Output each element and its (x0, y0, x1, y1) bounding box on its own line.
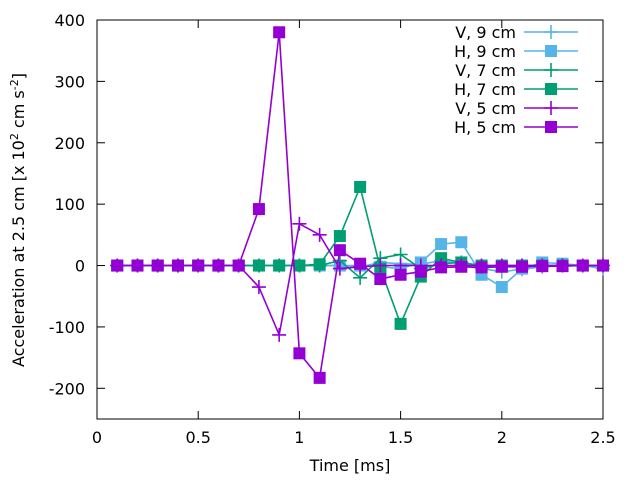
data-point-v-5-cm (272, 327, 287, 342)
plot-frame (96, 19, 604, 420)
legend-entry-v-5-cm: V, 5 cm (455, 99, 578, 118)
y-axis-label-superscript-1: 2 (8, 133, 21, 140)
y-tick-label: 300 (54, 72, 85, 91)
x-tick-label: 0 (92, 428, 102, 447)
legend-entry-v-9-cm: V, 9 cm (455, 23, 578, 42)
legend-label: H, 7 cm (454, 80, 516, 99)
data-point-h-5-cm (293, 347, 306, 360)
x-tick-label: 2.5 (590, 428, 615, 447)
data-point-h-5-cm (394, 268, 407, 281)
data-point-h-5-cm (556, 260, 569, 273)
data-point-h-5-cm (171, 259, 184, 272)
data-point-h-5-cm (232, 259, 245, 272)
legend: V, 9 cmH, 9 cmV, 7 cmH, 7 cmV, 5 cmH, 5 … (454, 23, 578, 137)
series-h-7-cm (111, 180, 609, 330)
data-point-h-9-cm (495, 281, 508, 294)
data-point-h-7-cm (273, 259, 286, 272)
legend-label: H, 9 cm (454, 42, 516, 61)
data-point-v-5-cm (251, 280, 266, 295)
legend-marker (544, 25, 558, 39)
y-tick-label: 100 (54, 195, 85, 214)
x-axis-label: Time [ms] (309, 456, 391, 475)
data-point-h-7-cm (313, 258, 326, 271)
axis-ticks-group: 0 0.5 1 1.5 2 2.5 400 300 200 100 0 -100 -200 (49, 11, 616, 447)
data-point-v-5-cm (292, 216, 307, 231)
legend-entry-h-5-cm: H, 5 cm (454, 118, 578, 137)
x-tick-label: 1.5 (388, 428, 413, 447)
data-point-h-5-cm (516, 260, 529, 273)
data-point-h-5-cm (252, 203, 265, 216)
legend-label: V, 5 cm (455, 99, 516, 118)
legend-label: V, 9 cm (455, 23, 516, 42)
y-axis-label: Acceleration at 2.5 cm [x 102 cm s-2] (8, 73, 28, 367)
data-point-h-5-cm (536, 260, 549, 273)
y-axis-label-middle: cm s (9, 90, 28, 133)
legend-marker (544, 101, 558, 115)
data-point-h-7-cm (394, 317, 407, 330)
data-point-h-9-cm (455, 236, 468, 249)
series-line-h-7-cm (117, 184, 603, 327)
data-point-h-5-cm (192, 259, 205, 272)
y-axis-label-superscript-2: -2 (8, 79, 21, 90)
data-point-h-7-cm (293, 259, 306, 272)
data-point-h-5-cm (313, 371, 326, 384)
legend-marker (545, 83, 557, 95)
x-tick-label: 2 (497, 428, 507, 447)
y-axis-label-end: ] (9, 73, 28, 79)
y-tick-label: -100 (49, 318, 85, 337)
data-point-h-5-cm (414, 265, 427, 278)
data-point-h-5-cm (273, 26, 286, 39)
y-tick-label: 400 (54, 11, 85, 30)
data-point-h-5-cm (131, 259, 144, 272)
legend-marker (545, 45, 557, 57)
legend-entry-v-7-cm: V, 7 cm (455, 61, 578, 80)
data-point-h-7-cm (354, 180, 367, 193)
data-point-h-5-cm (435, 261, 448, 274)
legend-entry-h-7-cm: H, 7 cm (454, 80, 578, 99)
data-point-h-5-cm (455, 260, 468, 273)
y-tick-label: -200 (49, 379, 85, 398)
y-tick-label: 200 (54, 134, 85, 153)
x-tick-label: 0.5 (185, 428, 210, 447)
data-point-v-5-cm (332, 261, 347, 276)
series-group (110, 26, 610, 384)
data-point-h-5-cm (111, 259, 124, 272)
series-h-5-cm (111, 26, 609, 384)
series-line-h-5-cm (117, 32, 603, 380)
legend-entry-h-9-cm: H, 9 cm (454, 42, 578, 61)
data-point-v-5-cm (373, 258, 388, 273)
data-point-h-5-cm (354, 257, 367, 270)
legend-label: V, 7 cm (455, 61, 516, 80)
data-point-h-5-cm (475, 261, 488, 274)
data-point-h-5-cm (374, 273, 387, 286)
data-point-h-9-cm (435, 238, 448, 251)
data-point-h-5-cm (495, 260, 508, 273)
x-tick-label: 1 (294, 428, 304, 447)
data-point-h-7-cm (333, 230, 346, 243)
y-tick-label: 0 (75, 257, 85, 276)
legend-label: H, 5 cm (454, 118, 516, 137)
data-point-h-5-cm (333, 244, 346, 257)
data-point-h-5-cm (151, 259, 164, 272)
data-point-h-5-cm (597, 259, 609, 272)
y-axis-label-main: Acceleration at 2.5 cm [x 10 (9, 140, 28, 367)
legend-marker (545, 121, 557, 133)
data-point-h-5-cm (212, 259, 225, 272)
data-point-v-5-cm (312, 227, 327, 242)
data-point-h-7-cm (252, 259, 265, 272)
data-point-h-7-cm (435, 252, 448, 265)
data-point-h-5-cm (576, 259, 589, 272)
plot-frame-group (96, 19, 604, 420)
legend-marker (544, 63, 558, 77)
